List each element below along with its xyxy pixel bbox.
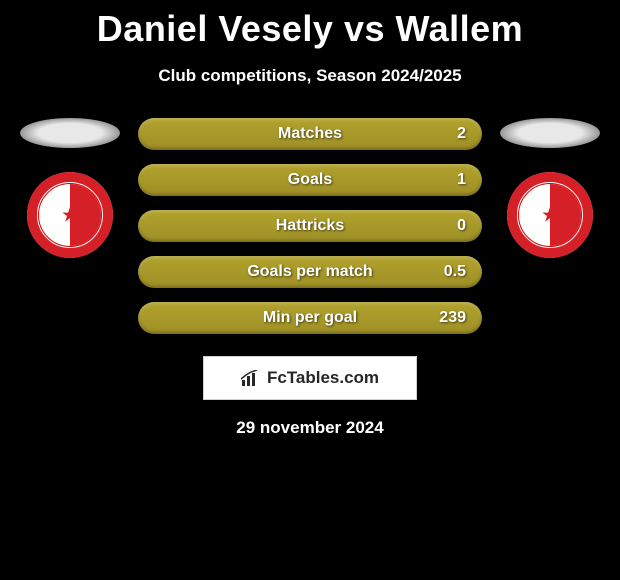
stat-bar-hattricks: Hattricks 0 xyxy=(138,210,482,242)
stat-value: 0.5 xyxy=(444,263,466,281)
stats-bars: Matches 2 Goals 1 Hattricks 0 Goals per … xyxy=(138,118,482,334)
stat-bar-goals-per-match: Goals per match 0.5 xyxy=(138,256,482,288)
stat-bar-matches: Matches 2 xyxy=(138,118,482,150)
left-player-silhouette xyxy=(20,118,120,148)
stat-value: 1 xyxy=(457,171,466,189)
star-icon: ★ xyxy=(541,203,559,228)
bar-chart-icon xyxy=(241,370,261,386)
stat-label: Min per goal xyxy=(263,309,357,327)
star-icon: ★ xyxy=(61,203,79,228)
stat-value: 2 xyxy=(457,125,466,143)
right-player-silhouette xyxy=(500,118,600,148)
right-club-logo: ★ xyxy=(507,172,593,258)
page-title: Daniel Vesely vs Wallem xyxy=(0,0,620,50)
stat-bar-goals: Goals 1 xyxy=(138,164,482,196)
club-logo-inner: ★ xyxy=(38,183,102,247)
stat-value: 0 xyxy=(457,217,466,235)
date-text: 29 november 2024 xyxy=(0,418,620,438)
stat-label: Goals xyxy=(288,171,332,189)
stat-value: 239 xyxy=(439,309,466,327)
stat-label: Hattricks xyxy=(276,217,344,235)
stat-bar-min-per-goal: Min per goal 239 xyxy=(138,302,482,334)
stat-label: Goals per match xyxy=(247,263,372,281)
club-logo-inner: ★ xyxy=(518,183,582,247)
left-player-side: ★ xyxy=(20,118,120,258)
left-club-logo: ★ xyxy=(27,172,113,258)
subtitle: Club competitions, Season 2024/2025 xyxy=(0,66,620,86)
brand-box[interactable]: FcTables.com xyxy=(203,356,417,400)
right-player-side: ★ xyxy=(500,118,600,258)
comparison-content: ★ Matches 2 Goals 1 Hattricks 0 Goals pe… xyxy=(0,118,620,334)
brand-text: FcTables.com xyxy=(267,368,379,388)
stat-label: Matches xyxy=(278,125,342,143)
